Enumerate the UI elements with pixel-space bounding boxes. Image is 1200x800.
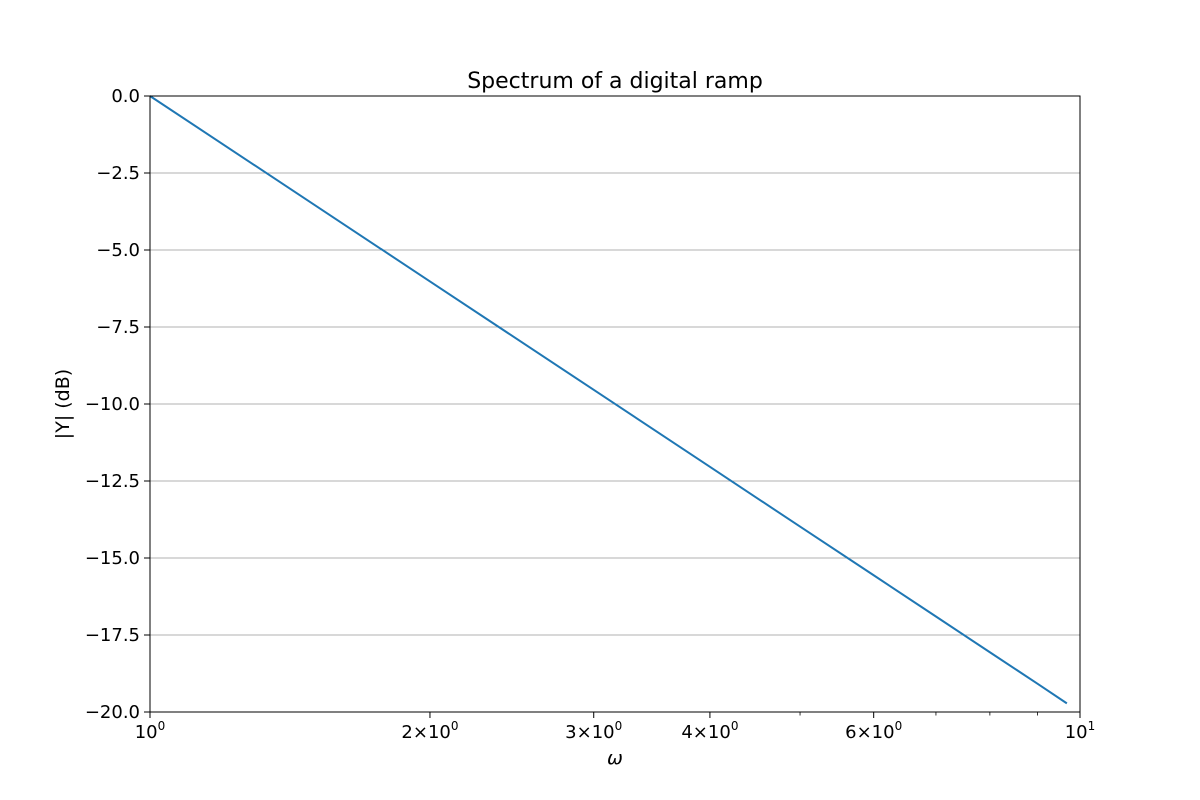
y-tick-label: −17.5 (85, 625, 140, 646)
x-tick-label-base: 2×10 (401, 722, 450, 743)
y-tick-label: −15.0 (85, 548, 140, 569)
x-tick-label-base: 4×10 (681, 722, 730, 743)
x-tick-label: 2×100 (401, 719, 458, 743)
y-tick-label: −10.0 (85, 394, 140, 415)
y-tick-label: −12.5 (85, 471, 140, 492)
x-axis-label: ω (607, 747, 623, 769)
x-tick-labels: 100 2×100 3×100 4×100 6×100 101 (135, 719, 1096, 743)
x-tick-label-exponent: 0 (895, 719, 903, 733)
x-tick-label-base: 6×10 (845, 722, 894, 743)
y-tick-label: −2.5 (96, 163, 140, 184)
x-tick-label: 101 (1065, 719, 1096, 743)
y-axis-label: |Y| (dB) (52, 369, 74, 439)
x-tick-label-base: 10 (1065, 722, 1088, 743)
y-tick-label: −20.0 (85, 702, 140, 723)
chart-title: Spectrum of a digital ramp (467, 69, 763, 94)
x-tick-label: 3×100 (565, 719, 622, 743)
y-tick-label: −5.0 (96, 240, 140, 261)
x-tick-label-base: 3×10 (565, 722, 614, 743)
series-layer (149, 95, 1068, 705)
x-tick-label: 100 (135, 719, 166, 743)
x-tick-label-exponent: 1 (1088, 719, 1096, 733)
x-tick-label-exponent: 0 (158, 719, 166, 733)
x-tick-label-exponent: 0 (731, 719, 739, 733)
y-tick-labels: 0.0 −2.5 −5.0 −7.5 −10.0 −12.5 −15.0 −17.5 −20.0 (85, 86, 140, 723)
tick-marks (144, 95, 1081, 718)
x-tick-label: 4×100 (681, 719, 738, 743)
x-tick-label-exponent: 0 (451, 719, 459, 733)
y-tick-label: 0.0 (111, 86, 140, 107)
x-tick-label: 6×100 (845, 719, 902, 743)
x-tick-label-exponent: 0 (615, 719, 623, 733)
series-line (149, 95, 1068, 705)
x-tick-label-base: 10 (135, 722, 158, 743)
y-tick-label: −7.5 (96, 317, 140, 338)
